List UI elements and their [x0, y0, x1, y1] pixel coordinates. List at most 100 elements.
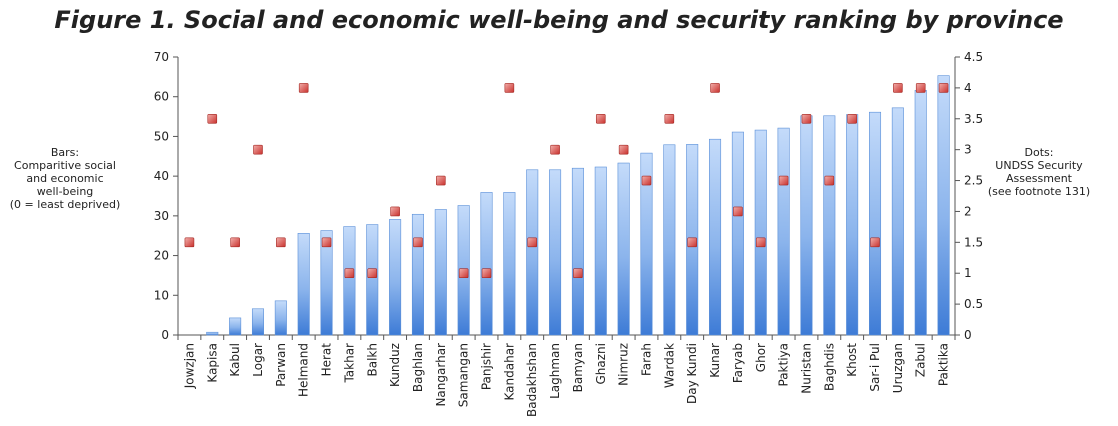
- bar: [367, 225, 378, 335]
- security-dot: [551, 145, 560, 154]
- security-dot: [893, 83, 902, 92]
- y-tick-label-right: 0.5: [964, 297, 983, 311]
- security-dot: [208, 114, 217, 123]
- security-dot: [619, 145, 628, 154]
- y-tick-label-left: 10: [154, 288, 169, 302]
- security-dot: [573, 269, 582, 278]
- x-tick-label: Baghdis: [822, 343, 836, 391]
- bar: [275, 301, 286, 335]
- security-dot: [482, 269, 491, 278]
- security-dot: [459, 269, 468, 278]
- security-dot: [711, 83, 720, 92]
- x-tick-label: Paktiya: [777, 343, 791, 387]
- bar: [549, 170, 560, 335]
- y-tick-label-right: 2.5: [964, 174, 983, 188]
- security-dot: [253, 145, 262, 154]
- security-dot: [322, 238, 331, 247]
- x-tick-label: Kabul: [228, 343, 242, 377]
- x-tick-label: Zabul: [914, 343, 928, 377]
- x-tick-label: Faryab: [731, 343, 745, 383]
- x-tick-label: Ghor: [754, 343, 768, 372]
- x-tick-label: Kandahar: [502, 343, 516, 401]
- security-dot: [345, 269, 354, 278]
- security-dot: [733, 207, 742, 216]
- y-tick-label-left: 60: [154, 90, 169, 104]
- bar: [869, 112, 880, 335]
- y-tick-label-right: 4: [964, 81, 972, 95]
- security-dot: [596, 114, 605, 123]
- bar: [915, 90, 926, 335]
- bar: [755, 130, 766, 335]
- y-tick-label-left: 50: [154, 129, 169, 143]
- security-dot: [688, 238, 697, 247]
- bar: [778, 128, 789, 335]
- bar: [618, 163, 629, 335]
- x-tick-label: Nimruz: [617, 343, 631, 386]
- x-tick-label: Day Kundi: [685, 343, 699, 404]
- x-tick-label: Baghlan: [411, 343, 425, 392]
- y-tick-label-right: 1: [964, 266, 972, 280]
- x-tick-label: Nangarhar: [434, 343, 448, 407]
- bar: [527, 170, 538, 335]
- security-dot: [802, 114, 811, 123]
- security-dot: [276, 238, 285, 247]
- y-tick-label-left: 70: [154, 50, 169, 64]
- x-tick-label: Herat: [320, 343, 334, 377]
- x-tick-label: Farah: [639, 343, 653, 376]
- x-tick-label: Nuristan: [799, 343, 813, 394]
- security-dot: [642, 176, 651, 185]
- y-tick-label-right: 3: [964, 143, 972, 157]
- security-dot: [825, 176, 834, 185]
- security-dot: [939, 83, 948, 92]
- x-tick-label: Laghman: [548, 343, 562, 399]
- security-dot: [436, 176, 445, 185]
- x-tick-label: Kapisa: [205, 343, 219, 383]
- security-dot: [299, 83, 308, 92]
- security-dot: [665, 114, 674, 123]
- bar: [344, 227, 355, 335]
- security-dot: [505, 83, 514, 92]
- x-tick-label: Helmand: [297, 343, 311, 397]
- security-dot: [871, 238, 880, 247]
- bar: [572, 168, 583, 335]
- x-tick-label: Jowzjan: [182, 343, 196, 389]
- x-tick-label: Bamyan: [571, 343, 585, 392]
- security-dot: [413, 238, 422, 247]
- y-tick-label-right: 3.5: [964, 112, 983, 126]
- x-tick-label: Takhar: [342, 343, 356, 384]
- x-tick-label: Badakhshan: [525, 343, 539, 417]
- bar: [481, 192, 492, 335]
- security-dot: [848, 114, 857, 123]
- y-tick-label-left: 20: [154, 249, 169, 263]
- x-tick-label: Balkh: [365, 343, 379, 376]
- bar: [938, 76, 949, 335]
- x-tick-label: Wardak: [662, 343, 676, 388]
- bar: [207, 332, 218, 335]
- x-tick-label: Parwan: [274, 343, 288, 387]
- bar: [595, 167, 606, 335]
- security-dot: [916, 83, 925, 92]
- x-tick-label: Kunduz: [388, 343, 402, 387]
- security-dot: [231, 238, 240, 247]
- bar: [664, 145, 675, 335]
- bar: [892, 108, 903, 335]
- security-dot: [528, 238, 537, 247]
- x-tick-label: Uruzgan: [891, 343, 905, 393]
- y-tick-label-left: 30: [154, 209, 169, 223]
- y-tick-label-left: 0: [161, 328, 169, 342]
- x-tick-label: Panjshir: [480, 343, 494, 390]
- y-tick-label-right: 2: [964, 204, 972, 218]
- bar: [824, 116, 835, 335]
- x-tick-label: Sar-i Pul: [868, 343, 882, 392]
- bar: [298, 233, 309, 335]
- x-tick-label: Khost: [845, 343, 859, 377]
- security-dot: [779, 176, 788, 185]
- security-dot: [368, 269, 377, 278]
- security-dot: [185, 238, 194, 247]
- bar: [412, 214, 423, 335]
- x-tick-label: Samangan: [457, 343, 471, 407]
- bar: [229, 318, 240, 335]
- bar: [504, 192, 515, 335]
- bar: [709, 139, 720, 335]
- x-tick-label: Logar: [251, 343, 265, 377]
